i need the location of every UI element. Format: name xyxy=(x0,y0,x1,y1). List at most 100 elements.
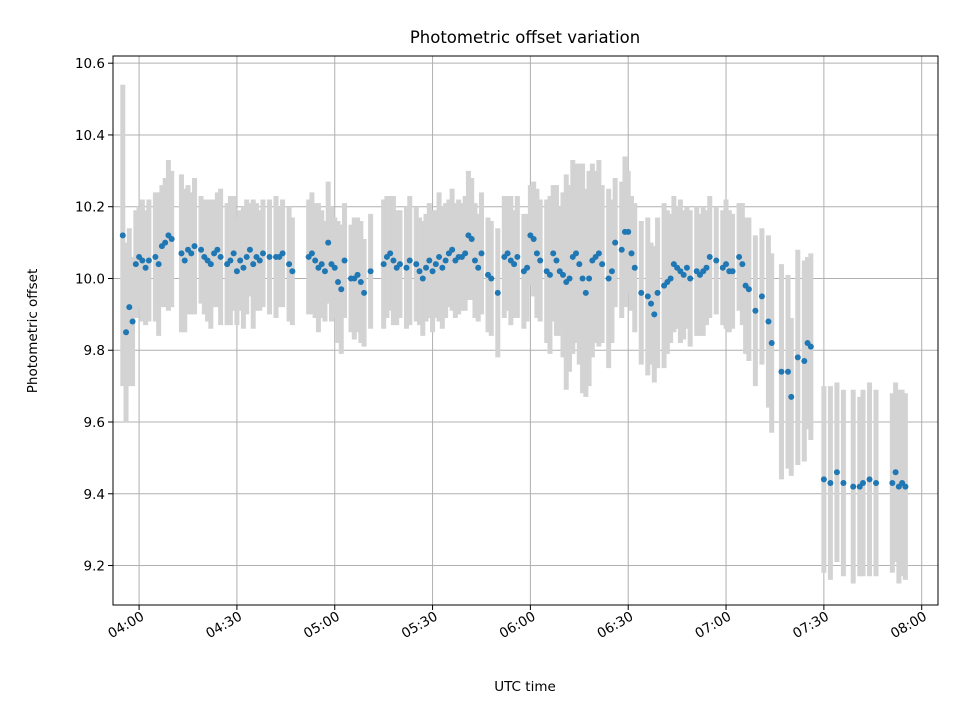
data-point xyxy=(530,236,537,242)
y-tick-label: 10.2 xyxy=(75,200,105,216)
data-point xyxy=(246,246,253,253)
data-point xyxy=(178,250,185,257)
data-point xyxy=(494,289,501,296)
data-point xyxy=(648,300,655,307)
data-point xyxy=(380,261,387,268)
data-point xyxy=(243,253,250,260)
data-point xyxy=(227,257,234,264)
data-point xyxy=(361,289,368,296)
data-point xyxy=(902,483,909,490)
data-point xyxy=(423,264,430,271)
data-point xyxy=(765,318,772,325)
data-point xyxy=(820,476,827,483)
data-point xyxy=(471,257,478,264)
data-point xyxy=(579,275,586,282)
data-point xyxy=(367,268,374,275)
data-point xyxy=(279,250,286,257)
data-point xyxy=(560,271,566,278)
data-point xyxy=(325,239,332,246)
data-point xyxy=(553,257,560,264)
data-point xyxy=(413,261,420,268)
data-point xyxy=(217,253,224,260)
data-point xyxy=(537,257,544,264)
data-point xyxy=(550,250,557,257)
data-point xyxy=(168,236,175,242)
data-point xyxy=(586,275,593,282)
chart-title: Photometric offset variation xyxy=(410,28,640,47)
data-point xyxy=(873,480,880,486)
data-point xyxy=(638,289,645,296)
data-point xyxy=(439,264,446,271)
data-point xyxy=(850,483,857,490)
data-point xyxy=(260,250,266,257)
data-point xyxy=(706,253,713,260)
data-point xyxy=(436,253,443,260)
data-point xyxy=(341,257,348,264)
data-point xyxy=(237,257,244,264)
data-point xyxy=(683,264,690,271)
data-point xyxy=(680,271,687,278)
data-point xyxy=(788,393,795,400)
data-point xyxy=(266,253,273,260)
y-tick-label: 10.4 xyxy=(75,128,105,144)
data-point xyxy=(214,246,221,253)
data-point xyxy=(687,275,694,282)
data-point xyxy=(416,268,423,275)
data-point xyxy=(524,264,531,271)
data-point xyxy=(331,264,338,271)
data-point xyxy=(449,246,456,253)
y-tick-label: 9.8 xyxy=(84,343,105,359)
data-point xyxy=(335,279,341,286)
y-tick-label: 10.6 xyxy=(75,56,105,72)
data-point xyxy=(533,250,540,257)
data-point xyxy=(256,257,263,264)
data-point xyxy=(289,268,296,275)
data-point xyxy=(387,250,394,257)
data-point xyxy=(840,480,847,486)
data-point xyxy=(778,368,785,375)
data-point xyxy=(612,239,619,246)
data-point xyxy=(419,275,426,282)
data-point xyxy=(576,261,583,268)
data-point xyxy=(354,271,361,278)
data-point xyxy=(462,250,469,257)
data-point xyxy=(152,253,159,260)
data-point xyxy=(432,261,439,268)
data-point xyxy=(758,293,765,300)
data-point xyxy=(126,304,133,311)
data-point xyxy=(644,293,651,300)
data-point xyxy=(573,250,580,257)
data-point xyxy=(155,261,162,268)
data-point xyxy=(794,354,801,361)
data-points xyxy=(119,228,909,490)
data-point xyxy=(145,257,152,264)
data-point xyxy=(162,239,169,246)
plot-area-frame xyxy=(112,55,939,606)
data-point xyxy=(357,279,364,286)
data-point xyxy=(123,329,130,336)
data-point xyxy=(827,480,834,486)
data-point xyxy=(631,264,638,271)
data-point xyxy=(318,261,325,268)
data-point xyxy=(608,268,615,275)
data-point xyxy=(338,286,345,293)
data-point xyxy=(488,275,495,282)
data-point xyxy=(312,257,319,264)
y-axis: 9.2 9.4 9.6 9.8 10.0 10.2 10.4 10.6 xyxy=(75,56,113,575)
data-point xyxy=(233,268,240,275)
y-tick-label: 10.0 xyxy=(75,271,105,287)
data-point xyxy=(866,476,873,483)
y-tick-label: 9.6 xyxy=(84,415,105,431)
data-point xyxy=(729,268,736,275)
data-point xyxy=(651,311,658,318)
data-point xyxy=(745,286,752,293)
data-point xyxy=(605,275,612,282)
data-point xyxy=(308,250,315,257)
data-point xyxy=(286,261,293,268)
data-point xyxy=(713,257,720,264)
data-point xyxy=(628,250,635,257)
data-point xyxy=(504,250,511,257)
data-point xyxy=(181,257,188,264)
